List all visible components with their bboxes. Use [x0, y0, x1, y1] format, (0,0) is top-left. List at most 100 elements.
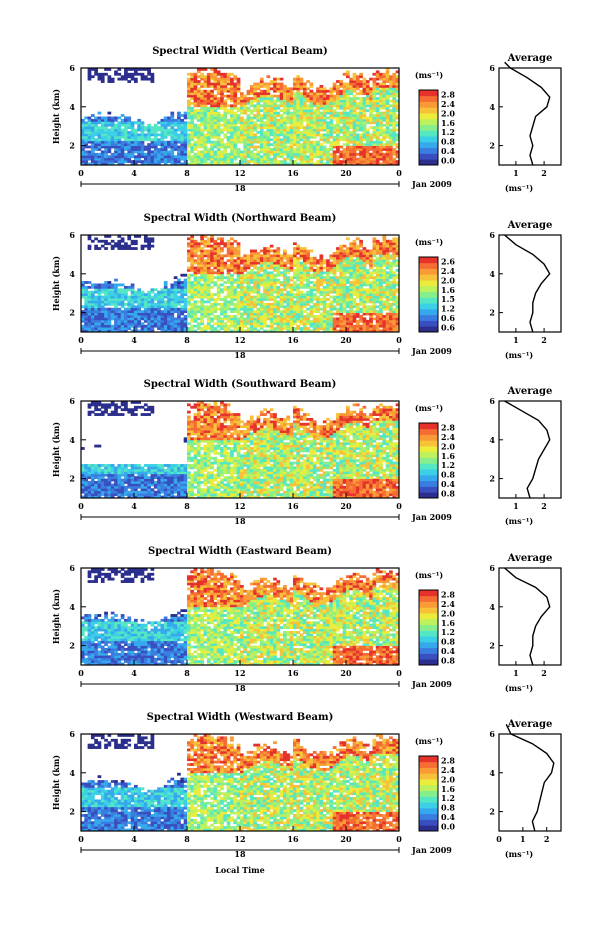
- heatmap-cell: [177, 319, 181, 323]
- heatmap-cell: [107, 111, 112, 115]
- heatmap-cell: [110, 312, 115, 316]
- heatmap-cell: [339, 162, 344, 166]
- heatmap-cell: [249, 264, 254, 267]
- heatmap-cell: [100, 329, 105, 333]
- heatmap-cell: [319, 133, 324, 137]
- heatmap-cell: [273, 160, 277, 163]
- heatmap-cell: [233, 77, 238, 81]
- heatmap-cell: [94, 131, 98, 134]
- heatmap-cell: [246, 155, 251, 159]
- heatmap-cell: [283, 276, 287, 280]
- heatmap-cell: [150, 244, 155, 248]
- heatmap-cell: [94, 298, 98, 301]
- heatmap-cell: [263, 290, 267, 294]
- heatmap-cell: [309, 288, 314, 292]
- heatmap-cell: [140, 135, 145, 139]
- heatmap-cell: [293, 116, 297, 120]
- heatmap-cell: [256, 310, 261, 313]
- heatmap-cell: [147, 143, 151, 146]
- heatmap-cell: [124, 319, 128, 323]
- heatmap-cell: [365, 145, 370, 149]
- heatmap-cell: [273, 123, 277, 127]
- heatmap-cell: [223, 285, 228, 289]
- heatmap-cell: [336, 114, 340, 117]
- heatmap-cell: [216, 89, 221, 93]
- heatmap-cell: [187, 312, 191, 316]
- heatmap-cell: [296, 140, 301, 144]
- heatmap-cell: [206, 244, 211, 248]
- heatmap-cell: [243, 94, 248, 98]
- heatmap-cell: [365, 133, 370, 137]
- heatmap-cell: [206, 99, 211, 103]
- heatmap-cell: [316, 310, 320, 313]
- heatmap-cell: [216, 145, 221, 149]
- heatmap-cell: [249, 160, 254, 163]
- heatmap-cell: [326, 317, 330, 321]
- heatmap-cell: [104, 116, 108, 120]
- heatmap-cell: [379, 123, 383, 127]
- heatmap-cell: [206, 293, 211, 297]
- heatmap-cell: [187, 268, 191, 272]
- heatmap-cell: [183, 160, 188, 163]
- heatmap-cell: [230, 249, 234, 253]
- heatmap-cell: [107, 162, 112, 166]
- heatmap-cell: [163, 329, 168, 333]
- heatmap-cell: [240, 97, 244, 100]
- heatmap-cell: [342, 307, 347, 311]
- heatmap-cell: [299, 145, 304, 149]
- heatmap-cell: [365, 80, 370, 83]
- heatmap-cell: [385, 75, 390, 79]
- heatmap-cell: [326, 148, 330, 151]
- heatmap-cell: [240, 111, 244, 115]
- heatmap-cell: [94, 162, 98, 166]
- heatmap-cell: [246, 138, 251, 142]
- heatmap-cell: [147, 293, 151, 297]
- heatmap-cell: [336, 278, 340, 282]
- heatmap-cell: [249, 310, 254, 313]
- heatmap-cell: [326, 285, 330, 289]
- heatmap-cell: [87, 281, 92, 284]
- heatmap-cell: [296, 288, 301, 292]
- heatmap-cell: [286, 145, 291, 149]
- heatmap-cell: [273, 300, 277, 304]
- heatmap-cell: [81, 131, 85, 134]
- heatmap-cell: [395, 143, 400, 146]
- heatmap-cell: [223, 327, 228, 330]
- heatmap-cell: [117, 160, 122, 163]
- heatmap-cell: [243, 99, 248, 103]
- heatmap-cell: [147, 317, 151, 321]
- heatmap-cell: [216, 135, 221, 139]
- heatmap-cell: [253, 254, 257, 258]
- heatmap-cell: [283, 128, 287, 132]
- heatmap-cell: [332, 324, 337, 328]
- heatmap-cell: [233, 247, 238, 250]
- heatmap-cell: [160, 327, 165, 330]
- heatmap-cell: [240, 135, 244, 139]
- heatmap-cell: [329, 268, 334, 272]
- heatmap-cell: [286, 114, 291, 117]
- heatmap-cell: [253, 315, 257, 318]
- heatmap-cell: [190, 244, 195, 248]
- heatmap-cell: [355, 283, 360, 287]
- heatmap-cell: [124, 118, 128, 122]
- heatmap-cell: [84, 133, 89, 137]
- heatmap-cell: [130, 77, 135, 81]
- heatmap-cell: [140, 293, 145, 297]
- heatmap-cell: [210, 101, 214, 105]
- heatmap-cell: [319, 268, 324, 272]
- heatmap-cell: [382, 155, 387, 159]
- heatmap-cell: [339, 145, 344, 149]
- heatmap-cell: [137, 148, 142, 151]
- heatmap-cell: [183, 322, 188, 326]
- heatmap-cell: [236, 244, 241, 248]
- heatmap-cell: [352, 259, 357, 263]
- heatmap-cell: [193, 249, 198, 253]
- heatmap-cell: [233, 104, 238, 108]
- heatmap-cell: [319, 135, 324, 139]
- heatmap-cell: [312, 259, 317, 263]
- heatmap-cell: [220, 322, 224, 326]
- heatmap-cell: [322, 94, 327, 98]
- heatmap-cell: [359, 80, 363, 83]
- heatmap-cell: [230, 77, 234, 81]
- heatmap-cell: [263, 319, 267, 323]
